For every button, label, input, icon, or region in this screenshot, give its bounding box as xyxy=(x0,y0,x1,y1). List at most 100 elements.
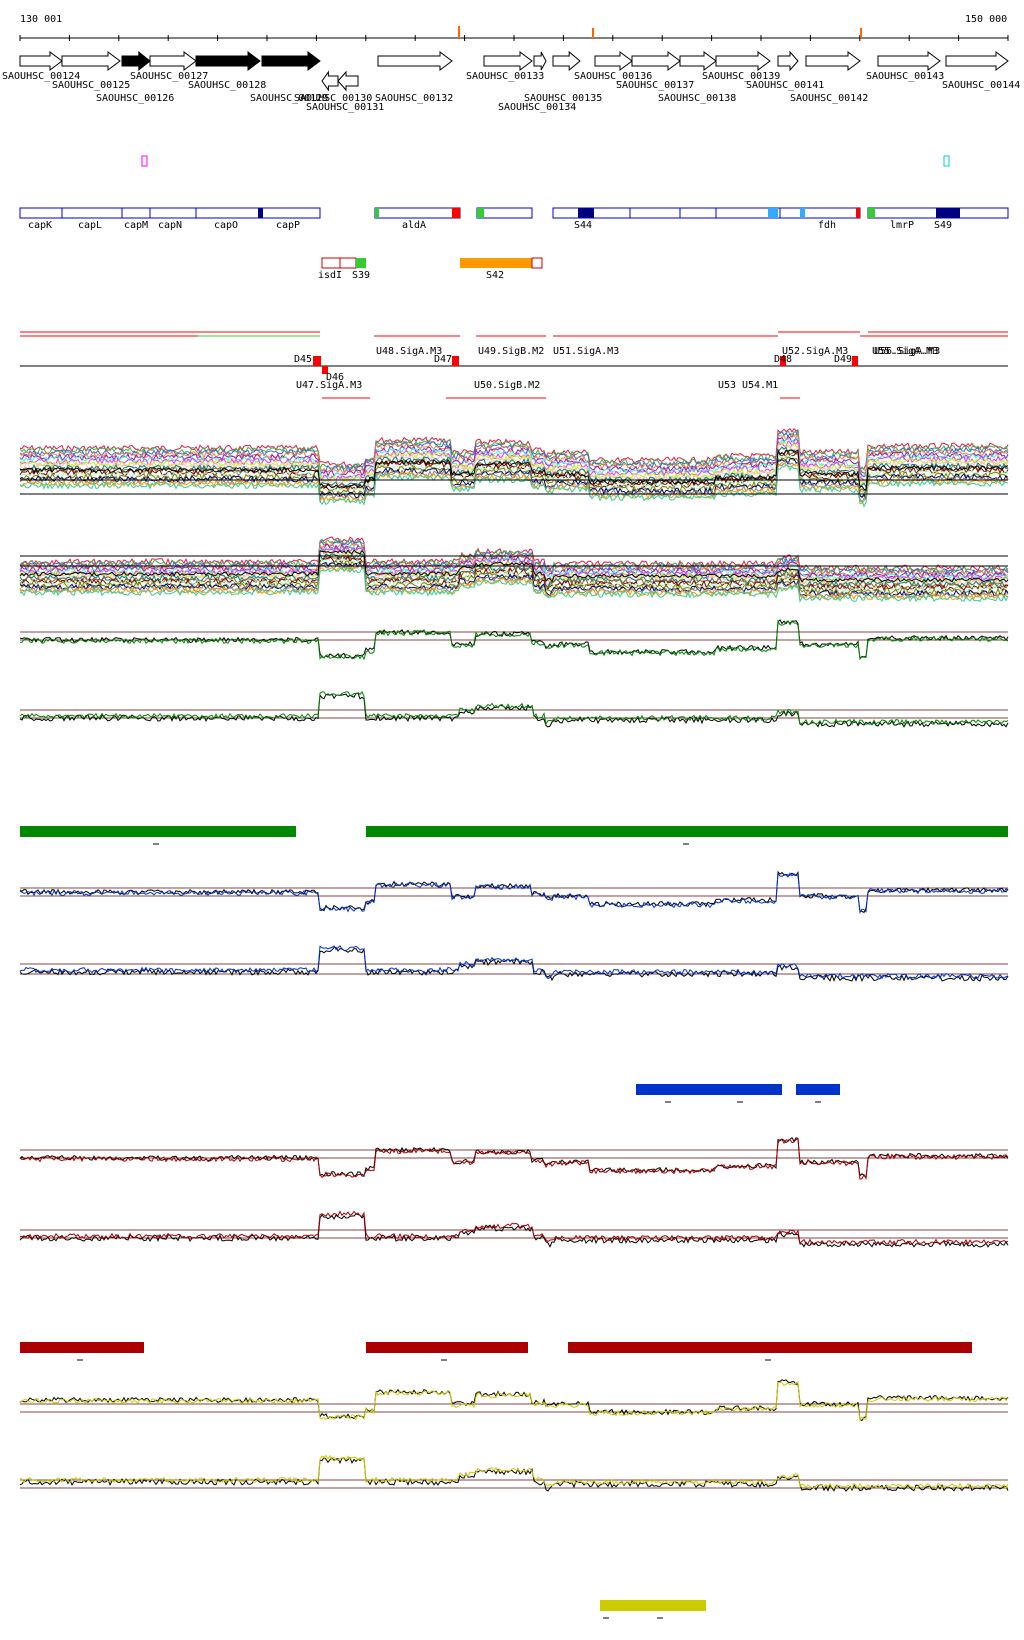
gene-label: SAOUHSC_00133 xyxy=(466,71,544,82)
strand-profile-line xyxy=(19,1210,1009,1246)
gene-arrow xyxy=(261,51,321,71)
segment-bar xyxy=(616,1600,706,1611)
condition-profile-line xyxy=(19,450,1009,494)
segment-bar xyxy=(796,1084,840,1095)
upshift-label: U52.SigA.M3 xyxy=(782,346,848,357)
downshift-label: D47 xyxy=(434,354,452,365)
gene-symbol-label: capN xyxy=(158,220,182,231)
condition-profile-line xyxy=(19,448,1009,492)
upshift-label: U56.SigA.M3 xyxy=(874,346,940,357)
gene-label: SAOUHSC_00139 xyxy=(702,71,780,82)
gene-symbol-label: aldA xyxy=(402,220,426,231)
gene-arrow xyxy=(877,51,941,71)
gene-symbol-label: capL xyxy=(78,220,102,231)
gene-arrow xyxy=(594,51,633,71)
gene-arrow xyxy=(321,70,339,92)
gene-label: SAOUHSC_00136 xyxy=(574,71,652,82)
condition-profile-line xyxy=(19,554,1009,590)
gene-symbol-label: capO xyxy=(214,220,238,231)
gene-label: SAOUHSC_00135 xyxy=(524,93,602,104)
upshift-label: U47.SigA.M3 xyxy=(296,380,362,391)
upshift-label: U54.M1 xyxy=(742,380,778,391)
gene-symbol-label: lmrP xyxy=(890,220,914,231)
strand-profile-line xyxy=(19,619,1009,661)
strand-profile-line xyxy=(19,870,1009,914)
sense-element-label: S39 xyxy=(352,270,370,281)
downshift-label: D45 xyxy=(294,354,312,365)
gene-symbol-label: S49 xyxy=(934,220,952,231)
gene-symbol-label: S44 xyxy=(574,220,592,231)
gene-arrow xyxy=(715,51,771,71)
gene-arrow xyxy=(533,51,547,71)
condition-profile-line xyxy=(19,461,1009,505)
segment-bar xyxy=(366,826,1008,837)
gene-symbol-label: capM xyxy=(124,220,148,231)
condition-profile-line xyxy=(19,460,1009,504)
segment-bar xyxy=(366,1342,528,1353)
condition-profile-line xyxy=(19,451,1009,496)
condition-profile-line xyxy=(19,430,1009,474)
condition-profile-line xyxy=(19,442,1009,486)
strand-profile-line xyxy=(19,619,1009,661)
segment-bar xyxy=(636,1084,782,1095)
condition-profile-line xyxy=(19,549,1009,583)
gene-arrow xyxy=(337,70,359,92)
upshift-label: U48.SigA.M3 xyxy=(376,346,442,357)
segment-bar xyxy=(20,826,296,837)
condition-profile-line xyxy=(19,439,1009,483)
strand-profile-line xyxy=(19,872,1009,915)
gene-arrow xyxy=(631,51,681,71)
upshift-label: U53 xyxy=(718,380,736,391)
upshift-label: U55.SigA.M3 xyxy=(872,346,938,357)
condition-profile-line xyxy=(19,566,1009,604)
gene-symbol-label: capK xyxy=(28,220,52,231)
segment-bar xyxy=(600,1600,616,1611)
upshift-label: U51.SigA.M3 xyxy=(553,346,619,357)
gene-track: SAOUHSC_00124 SAOUHSC_00125 SAOUHSC_0012… xyxy=(2,50,1020,113)
gene-arrow xyxy=(121,50,151,72)
gene-label: SAOUHSC_00143 xyxy=(866,71,944,82)
gene-label: SAOUHSC_00132 xyxy=(375,93,453,104)
gene-arrow xyxy=(483,51,533,71)
gene-label: SAOUHSC_00131 xyxy=(306,102,384,113)
sense-element-label: isdI xyxy=(318,270,342,281)
gene-arrow xyxy=(679,51,717,71)
gene-label: SAOUHSC_00137 xyxy=(616,80,694,91)
downshift-label: D49 xyxy=(834,354,852,365)
gene-symbol-label: fdh xyxy=(818,220,836,231)
strand-profile-line xyxy=(19,1379,1009,1422)
strand-profile-line xyxy=(19,1380,1009,1422)
gene-arrow xyxy=(149,51,197,71)
gene-label: SAOUHSC_00129 xyxy=(250,93,328,104)
gene-symbol-label: capP xyxy=(276,220,300,231)
strand-profile-line xyxy=(19,1213,1009,1248)
gene-arrow xyxy=(945,51,1009,71)
gene-symbol-track: capK capL capM capN capO capP aldA S44 f… xyxy=(19,207,1009,231)
segmentation-bars xyxy=(20,826,1008,1619)
gene-label: SAOUHSC_00144 xyxy=(942,80,1020,91)
expression-profiles xyxy=(19,427,1009,1492)
strand-profile-line xyxy=(19,946,1009,983)
gene-arrow xyxy=(805,51,861,71)
segment-bar xyxy=(20,1342,144,1353)
strand-profile-line xyxy=(19,1138,1009,1180)
gene-label: SAOUHSC_00124 xyxy=(2,71,80,82)
condition-profile-line xyxy=(19,432,1009,477)
gene-label: SAOUHSC_00134 xyxy=(498,102,576,113)
gene-label: SAOUHSC_00127 xyxy=(130,71,208,82)
gene-arrow xyxy=(777,50,799,72)
downshift-label: D48 xyxy=(774,354,792,365)
gene-label: SAOUHSC_00128 xyxy=(188,80,266,91)
strand-profile-line xyxy=(19,1454,1009,1490)
condition-profile-line xyxy=(19,456,1009,498)
gene-label: SAOUHSC_00141 xyxy=(746,80,824,91)
strand-profile-line xyxy=(19,945,1009,980)
condition-profile-line xyxy=(19,464,1009,508)
gene-arrow xyxy=(552,50,581,72)
gene-label: SAOUHSC_00142 xyxy=(790,93,868,104)
gene-arrow xyxy=(195,51,261,71)
gene-arrow xyxy=(377,51,453,71)
condition-profile-line xyxy=(19,443,1009,486)
condition-profile-line xyxy=(19,542,1009,580)
